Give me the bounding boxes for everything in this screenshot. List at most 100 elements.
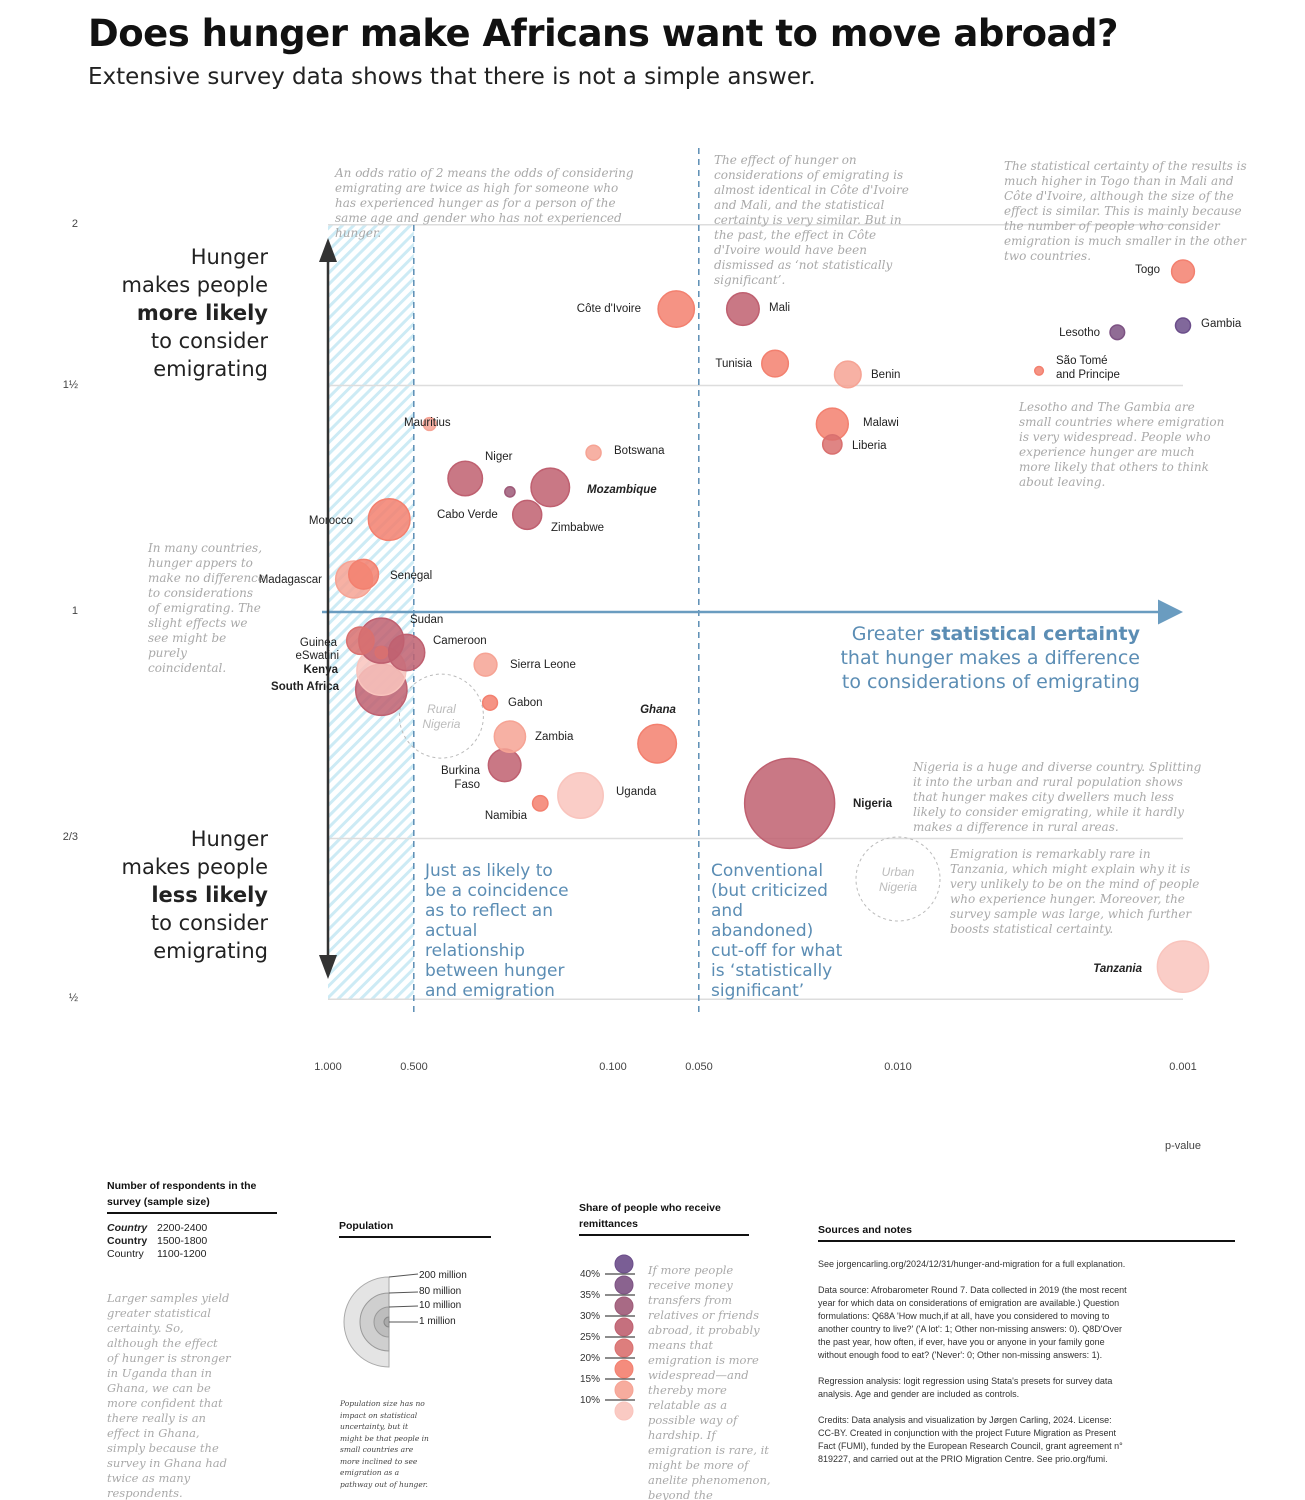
- point-label: Gabon: [508, 697, 543, 709]
- certainty-label: Greater statistical certainty that hunge…: [840, 623, 1140, 693]
- data-point: [347, 558, 380, 590]
- point-label: eSwatini: [295, 650, 339, 662]
- x-tick: 0.500: [400, 1061, 428, 1073]
- data-point: [637, 723, 678, 764]
- point-label: Zimbabwe: [551, 522, 605, 534]
- annotation-odds: An odds ratio of 2 means the odds of con…: [335, 166, 634, 240]
- subgroup-label-line: Nigeria: [422, 717, 460, 731]
- point-label: Morocco: [308, 515, 353, 527]
- point-label: Mozambique: [587, 484, 657, 496]
- significance-zone-label: Conventional (but criticized and abandon…: [711, 861, 843, 1001]
- point-label: Sierra Leone: [510, 659, 576, 671]
- annotation-togo: The statistical certainty of the results…: [1004, 159, 1247, 263]
- data-point: [1109, 324, 1126, 341]
- subgroup-label-line: Nigeria: [879, 880, 917, 894]
- point-label: Benin: [871, 369, 901, 381]
- subgroup-circle: [398, 673, 484, 759]
- point-label: Tanzania: [1093, 963, 1142, 975]
- data-point: [1033, 365, 1045, 376]
- subgroup-label-line: Urban: [882, 865, 915, 879]
- data-point: [422, 416, 437, 432]
- point-label: Sudan: [410, 614, 444, 626]
- point-label: Madagascar: [258, 574, 322, 586]
- remittance-swatch: [614, 1359, 634, 1379]
- point-label: Ghana: [640, 704, 676, 716]
- point-label: Mali: [769, 302, 791, 314]
- data-point: [367, 497, 411, 542]
- point-label: Burkina Faso: [441, 765, 480, 791]
- y-tick: 1½: [62, 379, 78, 391]
- y-tick: 2/3: [62, 831, 78, 843]
- remittance-tick-label: 20%: [580, 1353, 600, 1364]
- remittance-tick-label: 40%: [580, 1269, 600, 1280]
- data-point: [1170, 259, 1196, 284]
- y-tick: 1: [71, 605, 78, 617]
- remittance-swatch: [614, 1401, 634, 1421]
- data-point: [833, 360, 862, 389]
- page-title: Does hunger make Africans want to move a…: [88, 12, 1118, 55]
- remittance-tick-label: 10%: [580, 1395, 600, 1406]
- data-point: [493, 720, 527, 753]
- annotation-nigeria: Nigeria is a huge and diverse country. S…: [913, 760, 1202, 834]
- y-tick: ½: [68, 992, 78, 1004]
- x-tick: 0.100: [599, 1061, 627, 1073]
- remittance-swatch: [614, 1338, 634, 1358]
- data-point: [374, 645, 389, 660]
- x-tick: 0.050: [685, 1061, 713, 1073]
- data-point: [481, 694, 499, 711]
- data-point: [504, 485, 516, 498]
- remittance-swatch: [614, 1296, 634, 1316]
- point-label: Namibia: [484, 810, 527, 822]
- point-label: Nigeria: [853, 798, 892, 810]
- remittance-tick-label: 35%: [580, 1290, 600, 1301]
- annotation-civ-mali: The effect of hunger on considerations o…: [714, 153, 909, 287]
- data-point: [531, 794, 549, 812]
- less-likely-label: Hunger makes people less likely to conside…: [121, 827, 268, 963]
- remittance-swatch: [614, 1275, 634, 1295]
- point-label: Cabo Verde: [437, 509, 498, 521]
- data-point: [761, 349, 790, 378]
- point-label: Liberia: [852, 440, 887, 452]
- x-tick: 0.010: [884, 1061, 912, 1073]
- subgroup-label: Urban Nigeria: [879, 865, 917, 894]
- point-label: Zambia: [535, 731, 574, 743]
- annotation-lesotho: Lesotho and The Gambia are small countri…: [1019, 400, 1225, 489]
- remittance-swatch: [614, 1317, 634, 1337]
- point-label: Senegal: [390, 570, 433, 582]
- point-label: São Tomé and Principe: [1056, 355, 1120, 381]
- x-tick: 0.001: [1169, 1061, 1197, 1073]
- legend-sample-size: Number of respondents in the survey (sam…: [107, 1178, 277, 1500]
- point-label: Uganda: [616, 786, 657, 798]
- sources-notes: Sources and notes See jorgencarling.org/…: [818, 1222, 1235, 1466]
- data-point: [447, 460, 484, 497]
- coincidence-zone-label: Just as likely to be a coincidence as to…: [425, 861, 569, 1001]
- remittance-color-scale: 40% 35% 30% 25% 20% 15% 10%: [580, 1254, 635, 1421]
- data-point: [530, 467, 571, 508]
- point-label: Togo: [1135, 264, 1160, 276]
- point-label: Kenya: [303, 664, 338, 676]
- data-point: [487, 748, 522, 783]
- data-point: [585, 444, 602, 461]
- more-likely-label: Hunger makes people more likely to conside…: [121, 245, 268, 381]
- point-label: Malawi: [863, 417, 899, 429]
- point-label: Côte d'Ivoire: [576, 303, 641, 315]
- remittance-swatch: [614, 1380, 634, 1400]
- point-label: Gambia: [1201, 318, 1242, 330]
- legend-remittances: Share of people who receive remittances: [579, 1200, 749, 1236]
- remittance-tick-label: 15%: [580, 1374, 600, 1385]
- data-point: [821, 433, 843, 455]
- subgroup-label-line: Rural: [427, 702, 456, 716]
- x-tick: 1.000: [314, 1061, 342, 1073]
- data-point: [511, 499, 543, 531]
- annotation-many-countries: In many countries, hunger appers to make…: [148, 541, 265, 675]
- y-tick: 2: [71, 218, 78, 230]
- population-legend-circles: [343, 1273, 419, 1368]
- annotation-tanzania: Emigration is remarkably rare in Tanzani…: [950, 847, 1200, 936]
- data-point: [1156, 940, 1210, 994]
- point-label: Cameroon: [433, 635, 487, 647]
- arrow-up-icon: [319, 238, 337, 262]
- data-point: [743, 757, 836, 850]
- point-label: Guinea: [299, 637, 337, 649]
- x-axis-label: p-value: [1164, 1140, 1202, 1152]
